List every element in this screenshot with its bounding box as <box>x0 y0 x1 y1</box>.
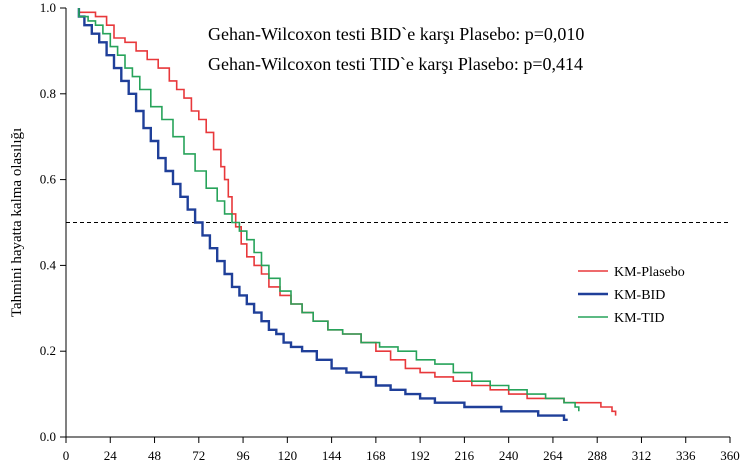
y-tick-label: 0.2 <box>40 343 56 358</box>
x-tick-label: 168 <box>366 448 386 463</box>
x-tick-label: 336 <box>676 448 696 463</box>
y-tick-label: 0.8 <box>40 86 56 101</box>
x-tick-label: 120 <box>278 448 298 463</box>
series-line-km-tid <box>78 8 580 412</box>
y-tick-label: 0.6 <box>40 172 57 187</box>
x-tick-label: 72 <box>192 448 205 463</box>
legend-label: KM-TID <box>614 311 665 326</box>
x-tick-label: 216 <box>455 448 475 463</box>
x-tick-label: 24 <box>104 448 118 463</box>
legend: KM-Plasebo KM-BID KM-TID <box>578 265 685 326</box>
axes: 0 24 48 72 96 120 144 168 192 216 240 264 288 312 336 3… <box>9 0 740 463</box>
x-tick-label: 192 <box>410 448 430 463</box>
annotations: Gehan-Wilcoxon testi BID`e karşı Plasebo… <box>208 24 584 74</box>
x-tick-label: 312 <box>632 448 652 463</box>
x-tick-label: 0 <box>63 448 70 463</box>
x-tick-label: 144 <box>322 448 342 463</box>
x-tick-label: 288 <box>587 448 607 463</box>
legend-label: KM-Plasebo <box>614 265 685 280</box>
x-tick-label: 48 <box>148 448 161 463</box>
annotation-text: Gehan-Wilcoxon testi TID`e karşı Plasebo… <box>208 54 583 74</box>
x-tick-label: 360 <box>720 448 740 463</box>
x-tick-label: 264 <box>543 448 563 463</box>
y-tick-label: 1.0 <box>40 0 56 15</box>
legend-label: KM-BID <box>614 288 665 303</box>
series-line-km-bid <box>77 8 568 421</box>
x-tick-label: 96 <box>237 448 251 463</box>
y-tick-label: 0.0 <box>40 429 56 444</box>
x-tick-label: 240 <box>499 448 519 463</box>
series-group <box>77 8 617 421</box>
annotation-text: Gehan-Wilcoxon testi BID`e karşı Plasebo… <box>208 24 584 44</box>
y-axis-label: Tahmini hayatta kalma olasılığı <box>9 128 25 317</box>
y-tick-label: 0.4 <box>40 257 57 272</box>
